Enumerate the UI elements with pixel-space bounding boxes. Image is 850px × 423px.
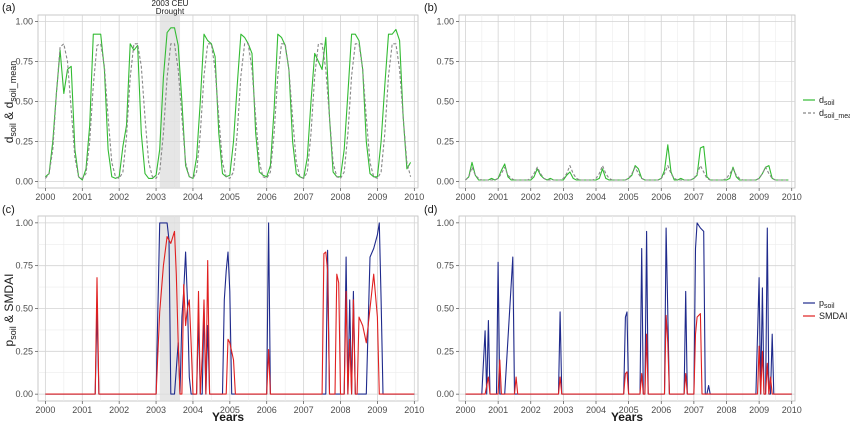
x-tick-label: 2006 xyxy=(651,192,671,202)
y-tick-label: 0.75 xyxy=(15,56,33,66)
y-tick-label: 1.00 xyxy=(436,16,454,26)
y-tick-label: 0.75 xyxy=(15,261,33,271)
drought-annotation-line2: Drought xyxy=(156,7,185,16)
y-tick-label: 1.00 xyxy=(15,218,33,228)
x-tick-label: 2001 xyxy=(488,192,508,202)
xlabel-right: Years xyxy=(611,410,643,423)
x-tick-label: 2005 xyxy=(619,192,639,202)
x-tick-label: 2010 xyxy=(782,192,802,202)
x-tick-label: 2002 xyxy=(109,192,129,202)
y-tick-label: 0.50 xyxy=(436,304,454,314)
legend-label-psoil: psoil xyxy=(819,298,835,310)
y-tick-label: 0.25 xyxy=(15,346,33,356)
legend-bottom: psoil SMDAI xyxy=(803,298,848,321)
x-tick-label: 2002 xyxy=(521,405,541,415)
y-tick-label: 0.50 xyxy=(436,97,454,107)
panel-a: 0.00 0.25 0.50 0.75 1.00 2000 2001 2002 2003 2004… xyxy=(15,14,424,202)
series-line-SMDAI xyxy=(465,313,792,395)
x-tick-label: 2004 xyxy=(183,192,203,202)
panel-d: 0.00 0.25 0.50 0.75 1.00 2000 2001 2002 2003 2004… xyxy=(436,215,802,415)
x-tick-label: 2008 xyxy=(716,405,736,415)
panel-label-b: (b) xyxy=(424,2,437,14)
y-tick-label: 0.00 xyxy=(15,177,33,187)
x-tick-label: 2000 xyxy=(35,192,55,202)
x-tick-label: 2007 xyxy=(684,192,704,202)
xlabel-left: Years xyxy=(212,410,244,423)
x-tick-label: 2005 xyxy=(220,405,240,415)
y-tick-label: 0.00 xyxy=(436,389,454,399)
x-tick-label: 2001 xyxy=(488,405,508,415)
legend-label-smdai: SMDAI xyxy=(819,311,848,321)
x-tick-label: 2009 xyxy=(367,192,387,202)
x-tick-label: 2000 xyxy=(456,192,476,202)
y-tick-label: 0.75 xyxy=(436,261,454,271)
y-tick-label: 0.25 xyxy=(436,346,454,356)
x-tick-label: 2002 xyxy=(521,192,541,202)
x-tick-label: 2006 xyxy=(257,405,277,415)
x-tick-label: 2003 xyxy=(553,405,573,415)
x-tick-label: 2002 xyxy=(109,405,129,415)
y-tick-label: 0.25 xyxy=(15,137,33,147)
drought-annotation-line1: 2003 CEU xyxy=(152,0,189,8)
y-tick-label: 0.25 xyxy=(436,137,454,147)
x-tick-label: 2008 xyxy=(716,192,736,202)
x-tick-label: 2006 xyxy=(651,405,671,415)
legend-label-dsoil-mean: dsoil_mean xyxy=(819,108,850,120)
x-tick-label: 2007 xyxy=(294,192,314,202)
y-tick-label: 0.00 xyxy=(436,177,454,187)
x-tick-label: 2003 xyxy=(146,192,166,202)
y-tick-label: 0.50 xyxy=(15,304,33,314)
x-tick-label: 2004 xyxy=(586,405,606,415)
panel-b: 0.00 0.25 0.50 0.75 1.00 2000 2001 2002 2003 2004… xyxy=(436,14,802,202)
panel-label-c: (c) xyxy=(2,204,15,216)
x-tick-label: 2003 xyxy=(553,192,573,202)
legend-label-dsoil: dsoil xyxy=(819,95,835,107)
x-tick-label: 2010 xyxy=(782,405,802,415)
x-tick-label: 2007 xyxy=(684,405,704,415)
series-line-SMDAI xyxy=(45,230,415,395)
x-tick-label: 2009 xyxy=(367,405,387,415)
x-tick-label: 2008 xyxy=(331,192,351,202)
x-tick-label: 2005 xyxy=(619,405,639,415)
y-tick-label: 0.50 xyxy=(15,97,33,107)
y-tick-label: 0.75 xyxy=(436,56,454,66)
x-tick-label: 2010 xyxy=(404,192,424,202)
x-tick-label: 2003 xyxy=(146,405,166,415)
ylabel-bottom: psoil & SMDAI xyxy=(2,274,18,347)
panel-label-a: (a) xyxy=(2,2,15,14)
x-tick-label: 2004 xyxy=(183,405,203,415)
panel-label-d: (d) xyxy=(424,204,437,216)
x-tick-label: 2000 xyxy=(456,405,476,415)
x-tick-label: 2005 xyxy=(220,192,240,202)
x-tick-label: 2001 xyxy=(72,405,92,415)
series-line-dsoil-mean xyxy=(465,165,789,181)
x-tick-label: 2009 xyxy=(749,192,769,202)
x-tick-label: 2008 xyxy=(331,405,351,415)
x-tick-label: 2001 xyxy=(72,192,92,202)
y-tick-label: 0.00 xyxy=(15,389,33,399)
series-line-dsoil xyxy=(45,27,412,181)
panel-c: 0.00 0.25 0.50 0.75 1.00 2000 2001 2002 2003 2004… xyxy=(15,215,424,415)
x-tick-label: 2010 xyxy=(404,405,424,415)
x-tick-label: 2006 xyxy=(257,192,277,202)
x-tick-label: 2000 xyxy=(35,405,55,415)
y-tick-label: 1.00 xyxy=(436,218,454,228)
ylabel-top: dsoil & dsoil_mean xyxy=(2,61,18,144)
legend-top: dsoil dsoil_mean xyxy=(803,95,850,120)
x-tick-label: 2009 xyxy=(749,405,769,415)
x-tick-label: 2007 xyxy=(294,405,314,415)
x-tick-label: 2004 xyxy=(586,192,606,202)
y-tick-label: 1.00 xyxy=(15,16,33,26)
